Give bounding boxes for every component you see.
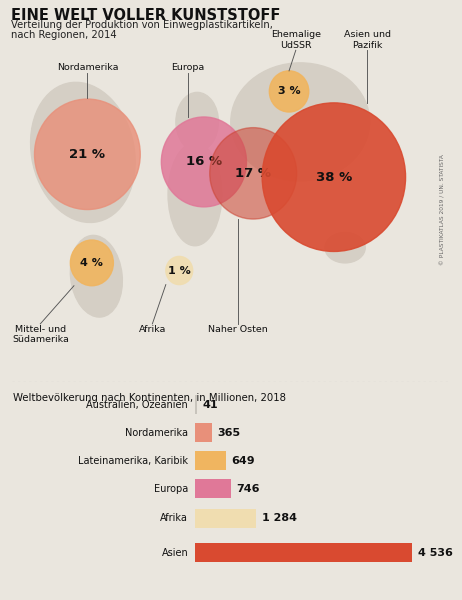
Text: Weltbevölkerung nach Kontinenten, in Millionen, 2018: Weltbevölkerung nach Kontinenten, in Mil… xyxy=(13,392,286,403)
Bar xyxy=(195,543,412,562)
Ellipse shape xyxy=(161,117,247,207)
Text: nach Regionen, 2014: nach Regionen, 2014 xyxy=(11,30,117,40)
Ellipse shape xyxy=(70,240,113,286)
Text: Australien, Ozeanien: Australien, Ozeanien xyxy=(86,400,188,410)
Bar xyxy=(195,451,226,470)
Ellipse shape xyxy=(35,99,140,209)
Text: 38 %: 38 % xyxy=(316,170,352,184)
Text: Nordamerika: Nordamerika xyxy=(125,428,188,438)
Text: Europa: Europa xyxy=(171,64,205,73)
Ellipse shape xyxy=(325,232,365,263)
Text: 746: 746 xyxy=(236,484,260,494)
Ellipse shape xyxy=(210,128,297,219)
Text: 649: 649 xyxy=(231,456,255,466)
Ellipse shape xyxy=(176,92,219,151)
Text: EINE WELT VOLLER KUNSTSTOFF: EINE WELT VOLLER KUNSTSTOFF xyxy=(11,8,280,23)
Text: Asien: Asien xyxy=(161,548,188,557)
Ellipse shape xyxy=(269,71,309,112)
Text: 4 %: 4 % xyxy=(80,258,103,268)
Text: 3 %: 3 % xyxy=(278,86,300,97)
Text: Nordamerika: Nordamerika xyxy=(57,64,118,73)
Text: Europa: Europa xyxy=(154,484,188,494)
Text: 4 536: 4 536 xyxy=(418,548,453,557)
Text: 365: 365 xyxy=(218,428,241,438)
Bar xyxy=(195,395,197,414)
Text: Afrika: Afrika xyxy=(139,325,166,334)
Text: © PLASTIKATLAS 2019 / UN. STATISTA: © PLASTIKATLAS 2019 / UN. STATISTA xyxy=(440,154,445,265)
Bar xyxy=(195,509,256,527)
Text: 17 %: 17 % xyxy=(235,167,271,180)
Ellipse shape xyxy=(231,63,370,181)
Ellipse shape xyxy=(166,256,193,284)
Ellipse shape xyxy=(30,82,135,223)
Text: Lateinamerika, Karibik: Lateinamerika, Karibik xyxy=(78,456,188,466)
Bar xyxy=(195,424,213,442)
Text: 1 284: 1 284 xyxy=(262,513,297,523)
Text: 16 %: 16 % xyxy=(186,155,222,169)
Ellipse shape xyxy=(168,143,222,246)
Bar xyxy=(195,479,231,499)
Text: Mittel- und
Südamerika: Mittel- und Südamerika xyxy=(12,325,69,344)
Text: 21 %: 21 % xyxy=(69,148,105,161)
Text: Verteilung der Produktion von Einwegplastikartikeln,: Verteilung der Produktion von Einwegplas… xyxy=(11,20,273,30)
Text: Naher Osten: Naher Osten xyxy=(207,325,267,334)
Text: Afrika: Afrika xyxy=(160,513,188,523)
Text: Asien und
Pazifik: Asien und Pazifik xyxy=(344,30,391,50)
Ellipse shape xyxy=(262,103,406,251)
Ellipse shape xyxy=(70,235,122,317)
Text: 1 %: 1 % xyxy=(168,266,191,275)
Text: 41: 41 xyxy=(202,400,218,410)
Text: Ehemalige
UdSSR: Ehemalige UdSSR xyxy=(271,30,321,50)
